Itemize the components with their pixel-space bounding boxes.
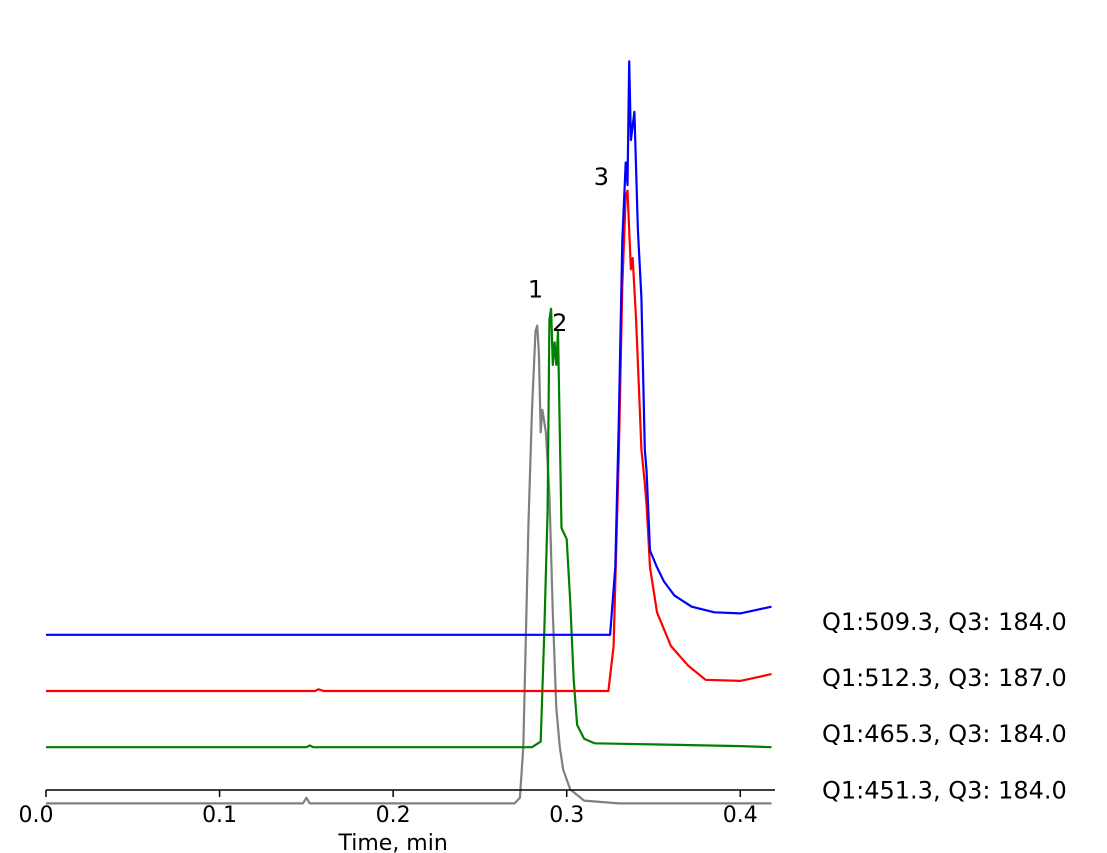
x-axis-title: Time, min — [337, 831, 447, 853]
x-tick-label: 0.0 — [19, 803, 54, 828]
series-line — [46, 324, 772, 805]
legend-entry: Q1:465.3, Q3: 184.0 — [822, 720, 1067, 748]
legend-entry: Q1:512.3, Q3: 187.0 — [822, 664, 1067, 692]
series-line — [46, 189, 772, 693]
peak-label: 1 — [528, 275, 543, 303]
traces-layer — [46, 60, 772, 805]
legend: Q1:509.3, Q3: 184.0 Q1:512.3, Q3: 187.0 Q1… — [822, 608, 1067, 805]
peak-labels: 12 3 — [528, 163, 609, 337]
x-tick-label: 0.1 — [202, 803, 237, 828]
x-tick-label: 0.4 — [723, 803, 758, 828]
legend-entry: Q1:509.3, Q3: 184.0 — [822, 608, 1067, 636]
series-line — [46, 60, 772, 636]
series-line — [46, 307, 772, 749]
legend-entry: Q1:451.3, Q3: 184.0 — [822, 776, 1067, 804]
x-axis-ticks: 0.0 0.1 0.2 0.3 0.4 — [19, 790, 758, 828]
x-tick-label: 0.3 — [549, 803, 584, 828]
x-tick-label: 0.2 — [376, 803, 411, 828]
peak-label: 2 — [552, 309, 567, 337]
peak-label: 3 — [594, 163, 609, 191]
